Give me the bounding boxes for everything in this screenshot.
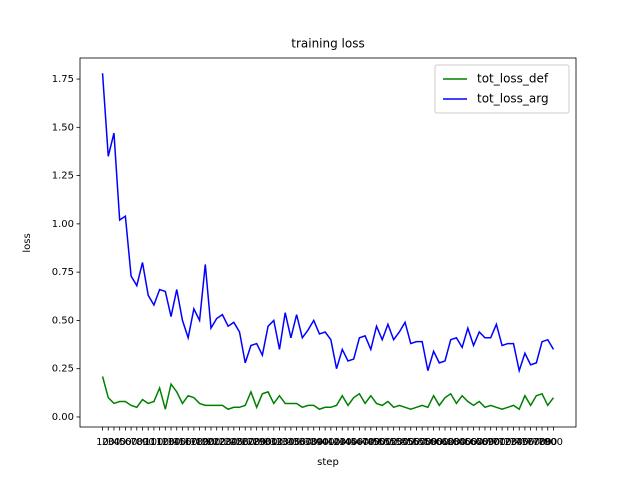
- x-tick-label: 430: [333, 437, 352, 448]
- x-tick-label: 60: [125, 437, 138, 448]
- x-tick-label: 170: [184, 437, 203, 448]
- x-tick-label: 790: [538, 437, 557, 448]
- x-tick-label: 300: [259, 437, 278, 448]
- x-tick-label: 760: [521, 437, 540, 448]
- y-tick-label: 1.00: [52, 219, 74, 230]
- x-tick-label: 540: [396, 437, 415, 448]
- x-tick-label: 460: [350, 437, 369, 448]
- y-axis-label: loss: [22, 233, 33, 252]
- x-tick-label: 510: [378, 437, 397, 448]
- x-tick-label: 150: [173, 437, 192, 448]
- x-tick-label: 600: [430, 437, 449, 448]
- legend-label: tot_loss_def: [477, 72, 549, 86]
- x-tick-label: 650: [458, 437, 477, 448]
- x-tick-label: 210: [207, 437, 226, 448]
- x-tick-label: 190: [196, 437, 215, 448]
- x-tick-label: 70: [130, 437, 143, 448]
- x-tick-label: 700: [487, 437, 506, 448]
- x-tick-label: 590: [424, 437, 443, 448]
- line-series: [101, 73, 555, 374]
- x-tick-label: 740: [510, 437, 529, 448]
- y-tick-label: 0.00: [52, 412, 74, 423]
- x-tick-label: 520: [384, 437, 403, 448]
- x-tick-label: 80: [136, 437, 149, 448]
- x-tick-label: 130: [161, 437, 180, 448]
- x-tick-label: 800: [544, 437, 563, 448]
- x-tick-label: 440: [338, 437, 357, 448]
- x-tick-label: 420: [327, 437, 346, 448]
- x-tick-label: 450: [344, 437, 363, 448]
- x-tick-label: 220: [213, 437, 232, 448]
- chart-title: training loss: [291, 37, 364, 51]
- x-tick-label: 660: [464, 437, 483, 448]
- x-tick-label: 30: [108, 437, 121, 448]
- x-tick-label: 380: [304, 437, 323, 448]
- x-tick-label: 640: [453, 437, 472, 448]
- legend-box: [434, 64, 570, 114]
- x-tick-label: 90: [142, 437, 155, 448]
- x-tick-label: 750: [515, 437, 534, 448]
- x-tick-label: 500: [373, 437, 392, 448]
- y-tick-label: 1.25: [52, 171, 74, 182]
- x-tick-label: 330: [276, 437, 295, 448]
- x-tick-label: 620: [441, 437, 460, 448]
- x-tick-label: 290: [253, 437, 272, 448]
- x-tick-label: 390: [310, 437, 329, 448]
- x-tick-label: 370: [298, 437, 317, 448]
- x-tick-label: 410: [321, 437, 340, 448]
- legend-label: tot_loss_arg: [477, 92, 549, 106]
- plot-frame: [79, 57, 577, 428]
- x-tick-label: 680: [475, 437, 494, 448]
- x-tick-label: 720: [498, 437, 517, 448]
- x-tick-label: 730: [504, 437, 523, 448]
- x-tick-label: 40: [113, 437, 126, 448]
- x-tick-label: 480: [361, 437, 380, 448]
- x-tick-label: 360: [293, 437, 312, 448]
- y-tick-label: 0.50: [52, 315, 74, 326]
- x-tick-label: 690: [481, 437, 500, 448]
- x-tick-label: 530: [390, 437, 409, 448]
- x-tick-label: 470: [356, 437, 375, 448]
- x-tick-label: 20: [102, 437, 115, 448]
- x-tick-label: 120: [156, 437, 175, 448]
- x-tick-label: 490: [367, 437, 386, 448]
- x-tick-label: 780: [532, 437, 551, 448]
- x-tick-label: 180: [190, 437, 209, 448]
- x-tick-label: 240: [224, 437, 243, 448]
- x-tick-label: 270: [241, 437, 260, 448]
- x-tick-label: 230: [219, 437, 238, 448]
- x-tick-label: 610: [435, 437, 454, 448]
- y-tick-label: 1.75: [52, 74, 74, 85]
- y-tick-label: 1.50: [52, 122, 74, 133]
- x-tick-label: 400: [316, 437, 335, 448]
- x-tick-label: 350: [287, 437, 306, 448]
- x-axis-label: step: [317, 457, 339, 468]
- x-tick-label: 340: [281, 437, 300, 448]
- x-tick-label: 670: [470, 437, 489, 448]
- x-tick-label: 560: [407, 437, 426, 448]
- x-tick-label: 710: [493, 437, 512, 448]
- x-tick-label: 140: [167, 437, 186, 448]
- y-tick-label: 0.25: [52, 364, 74, 375]
- x-tick-label: 280: [247, 437, 266, 448]
- x-tick-label: 630: [447, 437, 466, 448]
- x-tick-label: 10: [96, 437, 109, 448]
- x-tick-label: 770: [527, 437, 546, 448]
- x-tick-label: 320: [270, 437, 289, 448]
- y-tick-label: 0.75: [52, 267, 74, 278]
- x-tick-label: 110: [150, 437, 169, 448]
- x-tick-label: 260: [236, 437, 255, 448]
- x-tick-label: 200: [201, 437, 220, 448]
- x-tick-label: 310: [264, 437, 283, 448]
- x-tick-label: 550: [401, 437, 420, 448]
- line-series: [101, 376, 555, 411]
- x-tick-label: 250: [230, 437, 249, 448]
- x-tick-label: 160: [179, 437, 198, 448]
- x-tick-label: 580: [418, 437, 437, 448]
- x-tick-label: 100: [144, 437, 163, 448]
- x-tick-label: 570: [413, 437, 432, 448]
- x-tick-label: 50: [119, 437, 132, 448]
